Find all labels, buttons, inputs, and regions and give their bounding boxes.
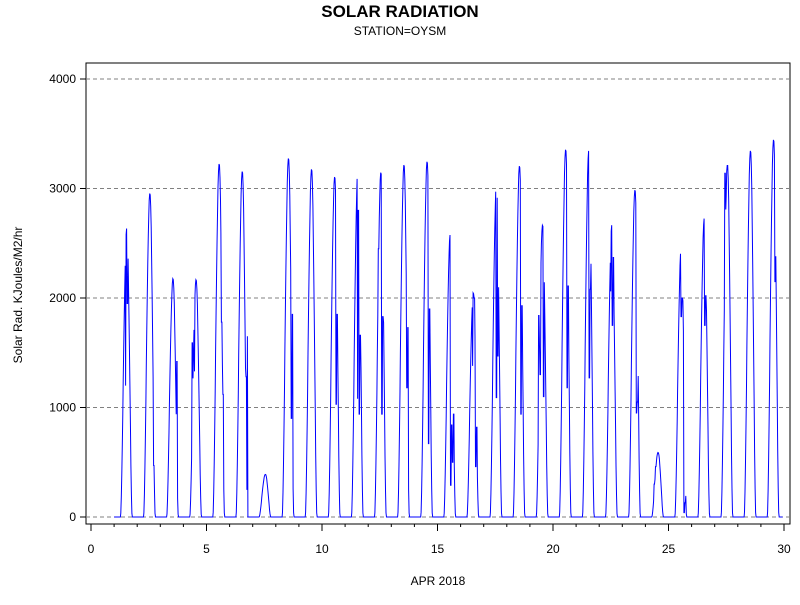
y-axis-label: Solar Rad. KJoules/M2/hr: [11, 227, 25, 364]
y-tick-label-4000: 4000: [49, 72, 76, 86]
y-tick-label-2000: 2000: [49, 291, 76, 305]
x-tick-label-0: 0: [88, 542, 95, 556]
chart-subtitle: STATION=OYSM: [354, 24, 447, 38]
x-axis: 0 5 10 15 20 25 30: [88, 524, 791, 556]
x-tick-label-20: 20: [546, 542, 560, 556]
series-line-solar-radiation: [114, 139, 783, 518]
x-tick-label-5: 5: [203, 542, 210, 556]
y-tick-label-0: 0: [69, 510, 76, 524]
x-tick-label-15: 15: [431, 542, 445, 556]
series-group: [114, 139, 783, 518]
y-tick-label-3000: 3000: [49, 182, 76, 196]
x-axis-label: APR 2018: [411, 574, 466, 588]
chart-title: SOLAR RADIATION: [321, 2, 478, 21]
x-tick-label-25: 25: [662, 542, 676, 556]
y-tick-label-1000: 1000: [49, 401, 76, 415]
x-tick-label-30: 30: [777, 542, 791, 556]
x-tick-label-10: 10: [315, 542, 329, 556]
y-axis: 0 1000 2000 3000 4000: [49, 72, 86, 524]
